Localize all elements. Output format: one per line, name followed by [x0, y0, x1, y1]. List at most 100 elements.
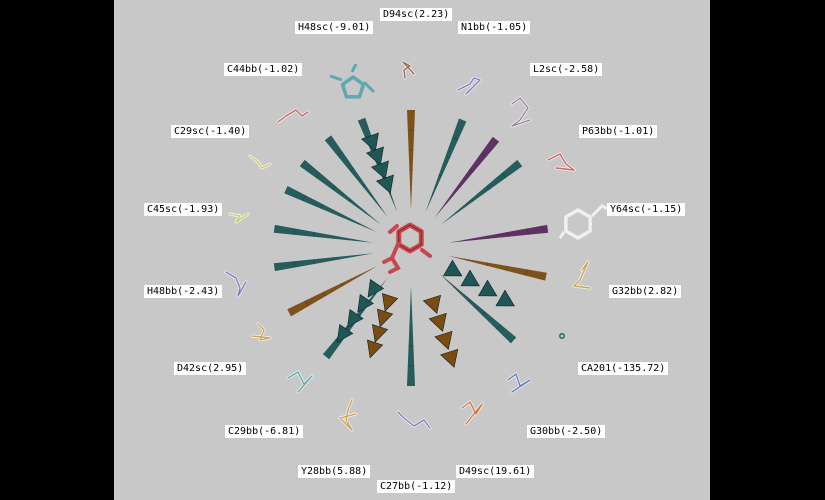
spike-arrow-segment-9-3 — [341, 283, 344, 287]
cone-arrow-1-3 — [495, 289, 515, 307]
label-c45sc: C45sc(-1.93) — [144, 203, 223, 216]
spike-arrow-0 — [407, 110, 415, 210]
spike-arrow-5 — [448, 255, 547, 281]
label-g30bb: G30bb(-2.50) — [527, 425, 606, 438]
residue-stick-shade-13 — [249, 155, 271, 169]
spike-arrow-segment-6-2 — [481, 311, 486, 316]
ligand-ring-outline — [398, 224, 422, 252]
residue-stick-11 — [224, 270, 248, 298]
spike-arrow-segment-1-3 — [438, 174, 442, 177]
spike-arrow-segment-6-1 — [496, 324, 502, 330]
spike-arrow-segment-13-4 — [364, 211, 367, 214]
spike-arrow-segment-11-2 — [313, 231, 315, 237]
spike-arrow-14 — [324, 135, 389, 218]
ligand-bonds — [382, 224, 432, 274]
residue-stick-shade-12 — [229, 213, 249, 223]
spike-arrow-segment-9-4 — [359, 274, 361, 277]
residue-stick-shade-8 — [339, 399, 357, 431]
interaction-diagram — [224, 60, 611, 432]
cone-arrow-2-1 — [428, 312, 447, 332]
label-h48bb: H48bb(-2.43) — [144, 285, 223, 298]
label-c29bb: C29bb(-6.81) — [225, 425, 304, 438]
spike-arrow-segment-13-3 — [348, 198, 351, 202]
residue-stick-shade-6 — [461, 401, 483, 425]
spike-arrow-segment-2-3 — [457, 185, 461, 188]
spike-arrow-segment-5-1 — [525, 269, 528, 276]
label-d42sc: D42sc(2.95) — [174, 362, 247, 375]
spike-arrow-10 — [273, 253, 374, 272]
calcium-ion — [559, 333, 565, 339]
cone-arrow-3-1 — [377, 308, 394, 328]
cone-arrow-2-3 — [440, 348, 459, 368]
cone-arrow-0-2 — [370, 160, 389, 180]
spike-arrow-segment-12-3 — [339, 213, 342, 217]
spike-arrow-2 — [434, 136, 500, 219]
spike-arrow-segment-4-2 — [507, 231, 509, 237]
cone-arrow-2-0 — [422, 294, 441, 314]
spike-arrow-segment-5-3 — [486, 262, 488, 266]
label-c27bb: C27bb(-1.12) — [377, 480, 456, 493]
cone-arrow-4-2 — [347, 308, 364, 328]
residue-stick-shade-7 — [397, 411, 431, 429]
residue-stick-shade-14 — [277, 109, 309, 123]
cone-arrow-3-3 — [367, 339, 384, 359]
spike-arrow-segment-4-1 — [527, 228, 529, 235]
spike-arrow-segment-12-1 — [302, 195, 306, 202]
diagram-canvas: D94sc(2.23) N1bb(-1.05) L2sc(-2.58) P63b… — [114, 0, 710, 500]
interaction-arrows — [273, 110, 549, 386]
label-y64sc: Y64sc(-1.15) — [607, 203, 686, 216]
cone-arrow-0-0 — [360, 132, 379, 152]
tyrosine-ring — [564, 208, 592, 240]
cone-arrow-1-1 — [460, 269, 480, 287]
cone-arrow-0-1 — [365, 146, 384, 166]
cone-arrow-0-3 — [375, 174, 394, 194]
cone-arrow-4-0 — [367, 278, 385, 298]
spike-arrow-segment-15-4 — [389, 193, 392, 195]
spike-arrow-1 — [425, 118, 467, 213]
label-l2sc: L2sc(-2.58) — [530, 63, 603, 76]
spike-arrow-segment-13-2 — [332, 185, 336, 190]
residue-stick-shade-10 — [251, 323, 271, 341]
spike-arrow-segment-9-1 — [305, 300, 309, 307]
histidine-ring — [340, 75, 366, 99]
label-n1bb: N1bb(-1.05) — [458, 21, 531, 34]
label-c29sc: C29sc(-1.40) — [171, 125, 250, 138]
residue-stick-shade-5 — [507, 373, 531, 393]
label-p63bb: P63bb(-1.01) — [579, 125, 658, 138]
cone-arrow-3-0 — [382, 293, 399, 312]
spike-arrow-segment-3-2 — [486, 185, 490, 190]
residue-stick-shade-1 — [457, 77, 481, 95]
label-ca201: CA201(-135.72) — [578, 362, 669, 375]
cone-arrow-3-2 — [372, 324, 389, 343]
spike-arrow-13 — [299, 159, 382, 225]
cone-arrow-4-3 — [336, 323, 354, 343]
spike-arrow-segment-9-2 — [323, 291, 326, 297]
cone-arrow-1-2 — [478, 279, 498, 297]
spike-arrow-segment-14-2 — [349, 168, 355, 172]
ligand-icon — [382, 222, 432, 274]
spike-arrow-segment-5-2 — [506, 265, 508, 271]
spike-arrow-segment-12-2 — [320, 204, 324, 209]
spike-arrow-segment-13-1 — [315, 172, 321, 179]
spike-arrow-segment-3-3 — [471, 198, 474, 202]
residue-stick-shade-9 — [287, 371, 313, 393]
residue-stick-shade-4 — [573, 261, 591, 289]
label-h48sc: H48sc(-9.01) — [295, 21, 374, 34]
cone-arrow-2-2 — [434, 330, 453, 350]
spike-arrow-segment-3-1 — [501, 172, 507, 179]
cone-arrow-1-0 — [443, 259, 463, 277]
spike-arrow-6 — [439, 273, 517, 344]
spike-arrow-segment-12-4 — [357, 222, 360, 225]
label-d49sc: D49sc(19.61) — [456, 465, 535, 478]
spike-arrow-segment-14-4 — [375, 200, 377, 203]
residue-stick-shade-11 — [225, 271, 247, 297]
spike-arrow-segment-3-4 — [455, 211, 458, 214]
residue-sticks — [224, 60, 611, 432]
spike-arrow-segment-10-2 — [313, 259, 315, 265]
spike-arrow-11 — [273, 224, 374, 243]
residue-stick-shade-2 — [511, 97, 531, 127]
label-d94sc: D94sc(2.23) — [380, 8, 453, 21]
spike-arrow-segment-1-2 — [445, 155, 451, 159]
spike-arrow-segment-2-1 — [480, 152, 487, 158]
spike-arrow-3 — [440, 159, 523, 225]
